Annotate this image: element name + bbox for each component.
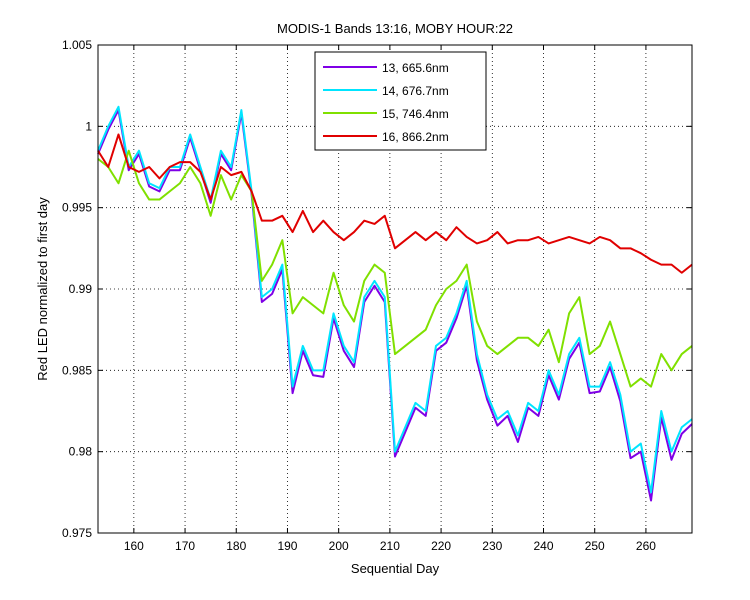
y-axis-label: Red LED normalized to first day [35,197,50,381]
x-axis-label: Sequential Day [351,561,440,576]
x-tick-label: 200 [329,539,349,553]
y-tick-label: 0.995 [62,201,92,215]
y-tick-label: 0.98 [69,445,93,459]
y-tick-label: 1 [85,119,92,133]
x-tick-label: 230 [482,539,502,553]
legend-label: 13, 665.6nm [382,61,449,75]
legend-label: 15, 746.4nm [382,107,449,121]
x-tick-label: 220 [431,539,451,553]
legend-box [314,51,487,151]
x-tick-label: 190 [277,539,297,553]
legend-label: 14, 676.7nm [382,84,449,98]
x-tick-label: 240 [533,539,553,553]
plot-frame [97,44,693,534]
legend: 13, 665.6nm 14, 676.7nm 15, 746.4nm 16, 866… [314,51,487,151]
y-tick-label: 0.975 [62,526,92,540]
data-line [97,105,693,494]
legend-label: 16, 866.2nm [382,130,449,144]
x-tick-label: 160 [124,539,144,553]
chart-title: MODIS-1 Bands 13:16, MOBY HOUR:22 [277,21,513,36]
data-line [97,149,693,388]
y-tick-label: 1.005 [62,38,92,52]
x-tick-label: 210 [380,539,400,553]
y-tick-label: 0.99 [69,282,93,296]
x-tick-label: 170 [175,539,195,553]
x-tick-label: 250 [585,539,605,553]
data-line [97,133,693,274]
x-tick-label: 260 [636,539,656,553]
x-tick-label: 180 [226,539,246,553]
y-tick-label: 0.985 [62,363,92,377]
